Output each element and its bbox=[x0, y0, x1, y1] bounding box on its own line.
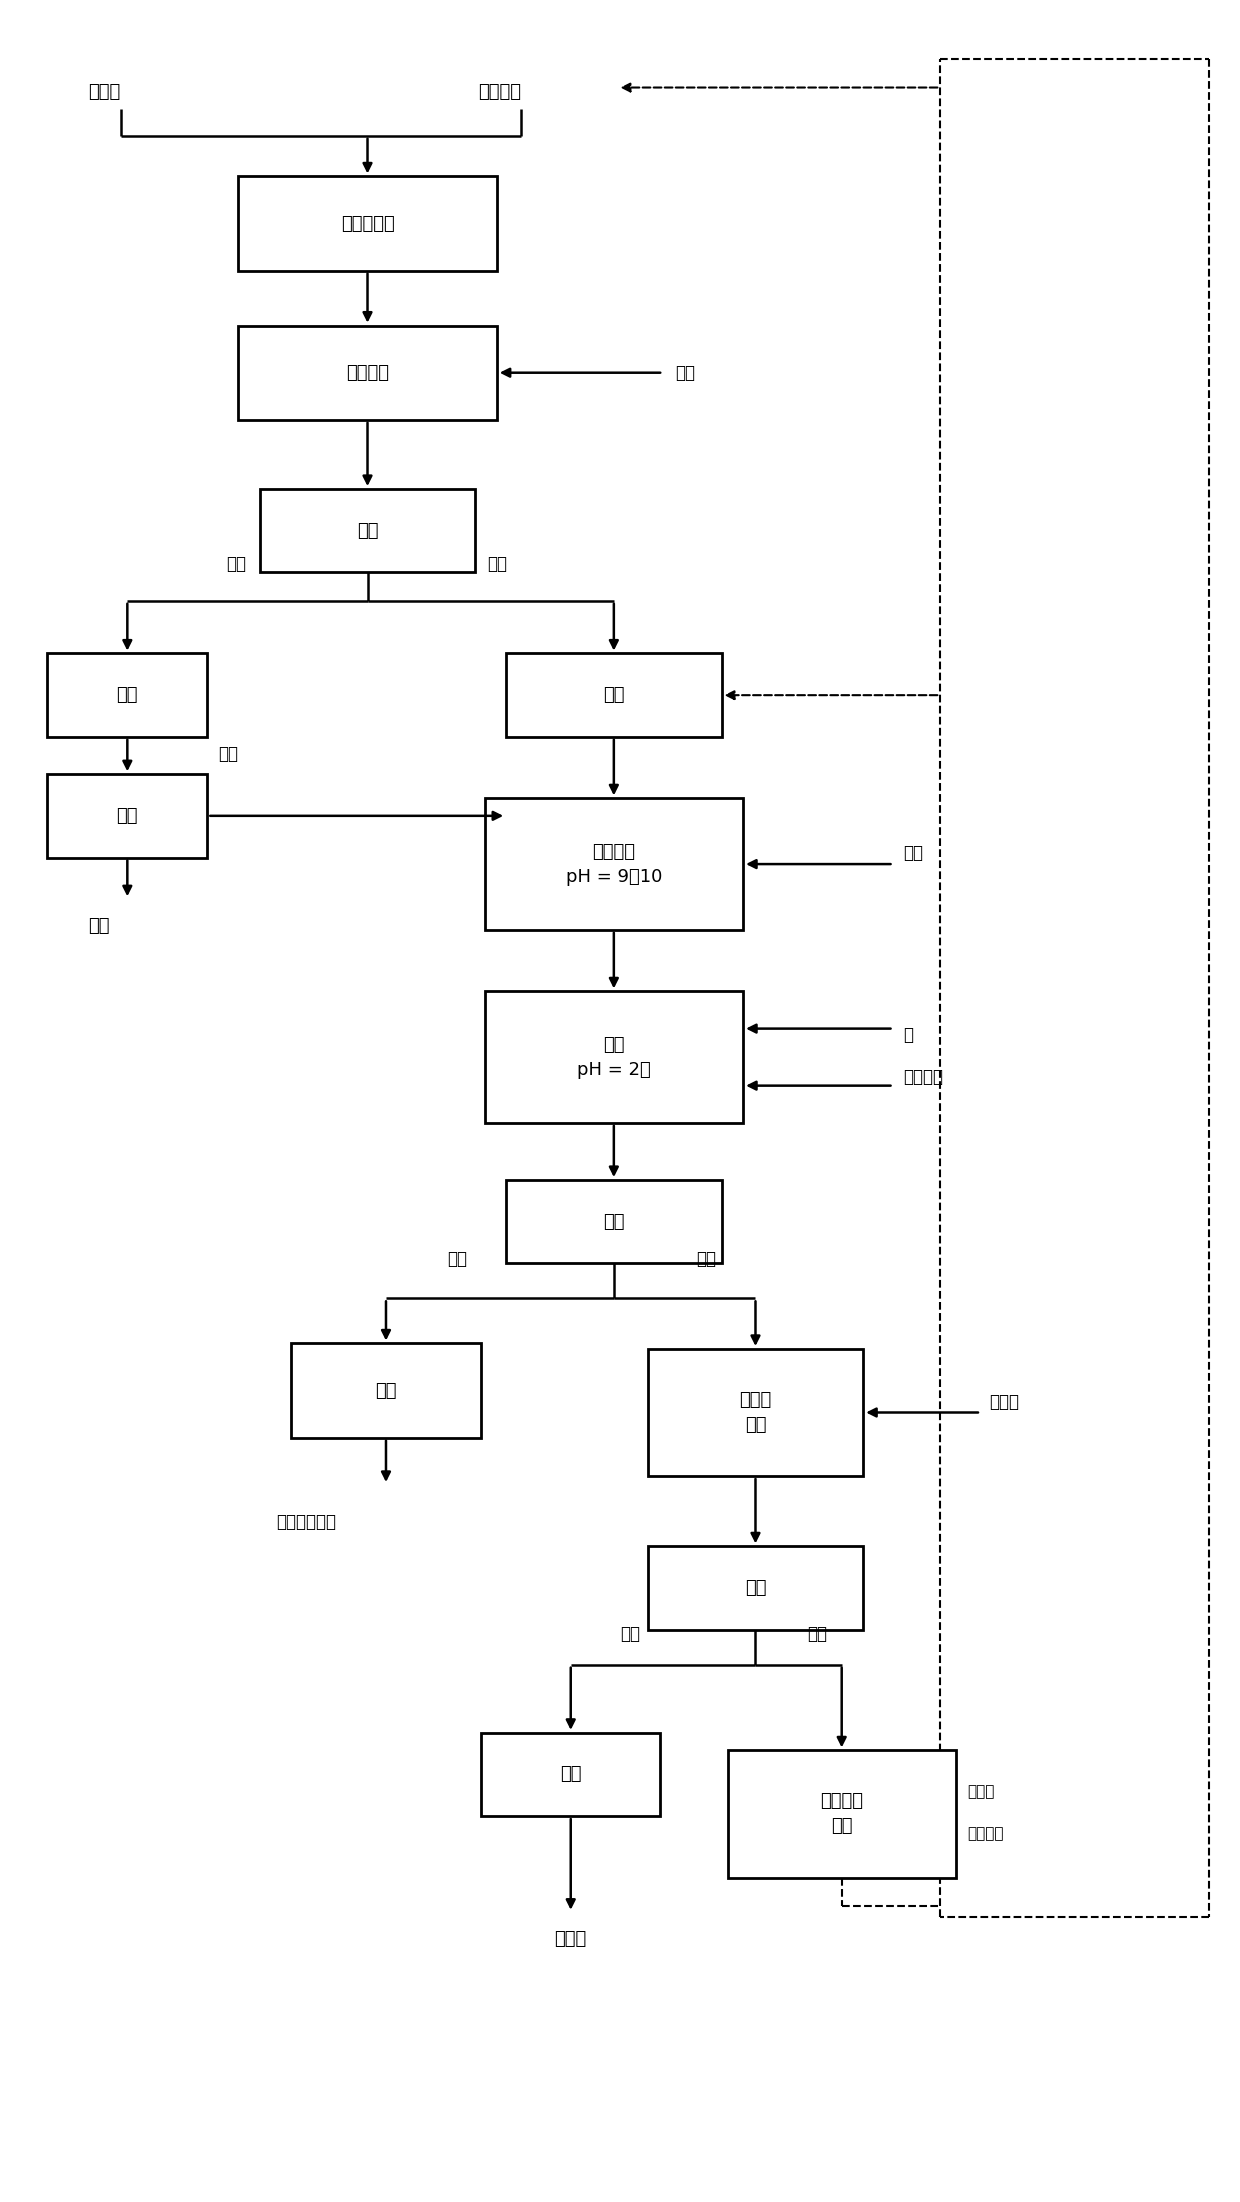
Text: 生石膏: 生石膏 bbox=[554, 1929, 587, 1949]
Text: 滤液: 滤液 bbox=[696, 1251, 717, 1268]
Text: 滤饼: 滤饼 bbox=[226, 555, 246, 573]
Text: 酸沉
pH = 2～: 酸沉 pH = 2～ bbox=[577, 1035, 651, 1079]
Text: 钼精矿矿浆: 钼精矿矿浆 bbox=[341, 214, 394, 233]
Text: 浓缩液: 浓缩液 bbox=[967, 1784, 994, 1799]
Bar bbox=[485, 799, 743, 929]
Text: 废液: 废液 bbox=[88, 916, 109, 934]
Text: 滤液: 滤液 bbox=[807, 1625, 827, 1643]
Text: 氧气: 氧气 bbox=[676, 363, 696, 381]
Bar bbox=[259, 489, 475, 573]
Bar bbox=[506, 1180, 722, 1264]
Bar bbox=[47, 654, 207, 738]
Text: 过滤: 过滤 bbox=[357, 522, 378, 539]
Text: 硫酸钙
沉淀: 硫酸钙 沉淀 bbox=[739, 1392, 771, 1434]
Text: 沉淀助剂: 沉淀助剂 bbox=[903, 1068, 944, 1086]
Text: 酸: 酸 bbox=[903, 1026, 914, 1044]
Text: 去离子水: 去离子水 bbox=[479, 84, 521, 101]
Bar bbox=[238, 176, 497, 271]
Bar bbox=[485, 991, 743, 1123]
Bar bbox=[647, 1546, 863, 1629]
Bar bbox=[647, 1350, 863, 1475]
Bar bbox=[238, 326, 497, 421]
Text: 混合: 混合 bbox=[603, 687, 625, 705]
Bar bbox=[506, 654, 722, 738]
Text: 钼精矿: 钼精矿 bbox=[88, 84, 120, 101]
Bar bbox=[728, 1751, 956, 1878]
Text: 氧化钙: 氧化钙 bbox=[990, 1392, 1019, 1411]
Text: 反渗透膜
浓缩: 反渗透膜 浓缩 bbox=[820, 1792, 863, 1836]
Text: 沉淀除杂
pH = 9～10: 沉淀除杂 pH = 9～10 bbox=[565, 843, 662, 885]
Text: 过滤: 过滤 bbox=[603, 1213, 625, 1231]
Text: 过滤: 过滤 bbox=[117, 806, 138, 826]
Text: 滤液: 滤液 bbox=[487, 555, 507, 573]
Text: 高纯三氧化钼: 高纯三氧化钼 bbox=[277, 1513, 336, 1530]
Text: 煅烧: 煅烧 bbox=[376, 1381, 397, 1400]
Text: 滤饼: 滤饼 bbox=[620, 1625, 640, 1643]
Text: 过滤: 过滤 bbox=[745, 1579, 766, 1596]
Bar bbox=[290, 1343, 481, 1438]
Text: 滤饼: 滤饼 bbox=[448, 1251, 467, 1268]
Text: 干燥: 干燥 bbox=[560, 1766, 582, 1784]
Text: 去离子水: 去离子水 bbox=[967, 1825, 1004, 1841]
Text: 碱液: 碱液 bbox=[903, 843, 924, 863]
Bar bbox=[481, 1733, 660, 1817]
Text: 破沉: 破沉 bbox=[117, 687, 138, 705]
Text: 滤液: 滤液 bbox=[218, 746, 238, 764]
Bar bbox=[47, 775, 207, 857]
Text: 高压氧化: 高压氧化 bbox=[346, 363, 389, 381]
